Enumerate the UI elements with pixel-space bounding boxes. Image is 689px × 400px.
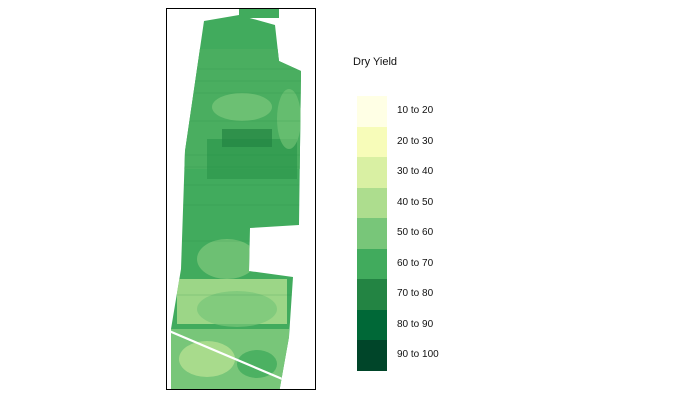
legend-label: 50 to 60 xyxy=(397,227,434,238)
legend-item: 10 to 20 xyxy=(357,96,477,127)
legend-label: 90 to 100 xyxy=(397,349,439,360)
legend-item: 50 to 60 xyxy=(357,218,477,249)
legend-swatch xyxy=(357,157,387,188)
legend-label: 30 to 40 xyxy=(397,166,434,177)
legend-title: Dry Yield xyxy=(353,56,398,68)
legend-swatch xyxy=(357,340,387,371)
yield-map xyxy=(171,9,301,389)
field-yield-surface xyxy=(171,15,301,389)
legend-label: 10 to 20 xyxy=(397,105,434,116)
legend-item: 40 to 50 xyxy=(357,187,477,219)
legend-item: 70 to 80 xyxy=(357,279,477,310)
legend-label: 20 to 30 xyxy=(397,135,434,147)
legend-swatch xyxy=(357,126,387,158)
legend-swatch xyxy=(357,309,387,341)
legend-swatch xyxy=(357,96,387,127)
legend-swatch xyxy=(357,187,387,219)
yield-map-panel xyxy=(166,8,316,390)
legend-item: 20 to 30 xyxy=(357,126,477,158)
legend-swatch xyxy=(357,248,387,280)
legend-label: 70 to 80 xyxy=(397,288,434,299)
legend-item: 60 to 70 xyxy=(357,248,477,280)
legend-label: 60 to 70 xyxy=(397,257,434,269)
legend-label: 40 to 50 xyxy=(397,196,434,208)
legend-item: 90 to 100 xyxy=(357,340,477,371)
legend-label: 80 to 90 xyxy=(397,318,434,330)
legend-swatch xyxy=(357,218,387,249)
legend-swatch xyxy=(357,279,387,310)
legend-item: 30 to 40 xyxy=(357,157,477,188)
legend-item: 80 to 90 xyxy=(357,309,477,341)
legend: Dry Yield 10 to 20 20 to 30 30 to 40 40 to … xyxy=(353,56,473,376)
field-strip xyxy=(239,9,279,18)
